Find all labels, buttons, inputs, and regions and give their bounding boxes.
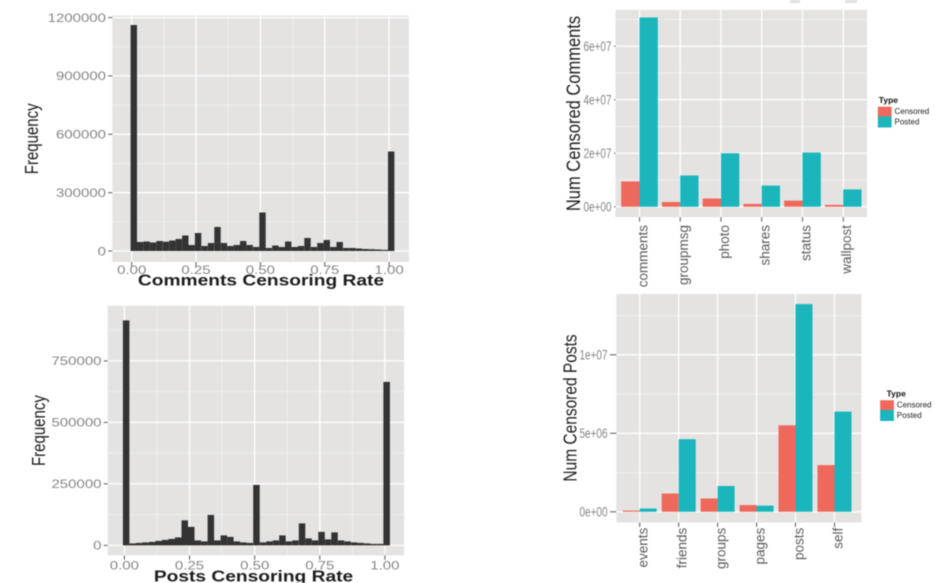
svg-text:0.00: 0.00 xyxy=(117,263,147,276)
svg-text:events: events xyxy=(636,527,651,567)
svg-text:wallpost: wallpost xyxy=(839,225,854,275)
svg-text:Type: Type xyxy=(887,389,906,399)
svg-text:600000: 600000 xyxy=(56,128,107,141)
svg-text:Num Censored Posts: Num Censored Posts xyxy=(560,334,581,481)
svg-text:1200000: 1200000 xyxy=(48,11,107,24)
svg-text:300000: 300000 xyxy=(56,186,107,199)
svg-text:posts: posts xyxy=(792,527,807,560)
svg-text:2e+07: 2e+07 xyxy=(583,145,611,161)
svg-text:1.00: 1.00 xyxy=(370,559,400,572)
svg-text:0.25: 0.25 xyxy=(181,263,210,276)
svg-text:photo: photo xyxy=(717,225,732,259)
svg-text:900000: 900000 xyxy=(56,70,107,83)
svg-text:0.25: 0.25 xyxy=(175,559,204,572)
svg-text:0.50: 0.50 xyxy=(240,559,270,572)
svg-text:Posts Censoring Rate: Posts Censoring Rate xyxy=(154,567,354,583)
svg-text:Posted: Posted xyxy=(897,411,922,420)
svg-text:pages: pages xyxy=(753,527,768,564)
svg-text:0: 0 xyxy=(98,245,107,258)
svg-text:0e+00: 0e+00 xyxy=(583,199,611,215)
svg-text:0: 0 xyxy=(93,539,102,552)
svg-text:750000: 750000 xyxy=(51,355,102,368)
svg-text:groups: groups xyxy=(714,527,729,569)
svg-text:comments: comments xyxy=(636,225,651,288)
svg-text:Type: Type xyxy=(879,95,898,105)
svg-text:Censored: Censored xyxy=(895,107,930,116)
svg-text:Frequency: Frequency xyxy=(21,103,42,174)
svg-text:250000: 250000 xyxy=(51,478,102,491)
svg-text:Frequency: Frequency xyxy=(28,395,49,466)
svg-text:Posted: Posted xyxy=(895,117,920,126)
svg-text:0.00: 0.00 xyxy=(110,559,140,572)
svg-text:6e+07: 6e+07 xyxy=(583,38,611,54)
svg-text:self: self xyxy=(831,527,846,548)
svg-text:Censored: Censored xyxy=(897,400,932,409)
svg-text:0.50: 0.50 xyxy=(246,263,276,276)
svg-text:Comments Censoring Rate: Comments Censoring Rate xyxy=(138,271,384,289)
svg-text:0e+00: 0e+00 xyxy=(579,504,607,520)
svg-text:0.75: 0.75 xyxy=(310,263,339,276)
svg-text:5e+06: 5e+06 xyxy=(579,425,607,441)
svg-text:shares: shares xyxy=(758,225,773,266)
svg-text:groupmsg: groupmsg xyxy=(676,225,691,285)
svg-text:friends: friends xyxy=(675,527,690,568)
svg-text:4e+07: 4e+07 xyxy=(583,92,611,108)
svg-text:Num Censored Comments: Num Censored Comments xyxy=(563,16,585,211)
svg-text:status: status xyxy=(799,225,814,261)
svg-text:1e+07: 1e+07 xyxy=(579,347,607,363)
svg-text:500000: 500000 xyxy=(51,416,102,429)
svg-text:0.75: 0.75 xyxy=(305,559,334,572)
svg-text:1.00: 1.00 xyxy=(375,263,405,276)
